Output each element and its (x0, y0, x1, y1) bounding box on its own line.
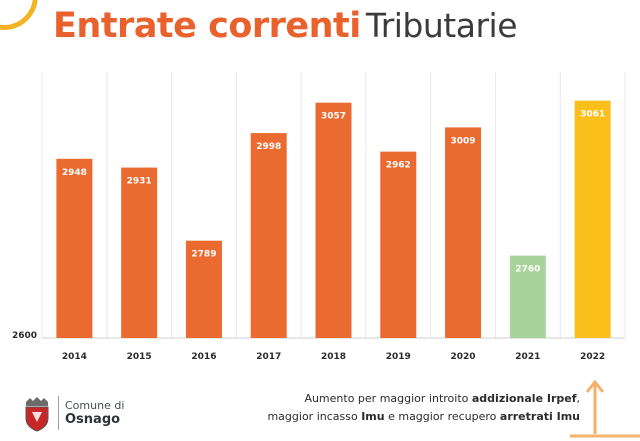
x-tick-label: 2014 (62, 352, 87, 362)
comune-logo: Comune di Osnago (22, 394, 124, 432)
bar-2015 (121, 167, 158, 338)
crest-icon (25, 397, 49, 432)
bar-value-label: 3057 (321, 112, 346, 122)
bar-value-label: 2998 (256, 142, 281, 152)
note-line1: Aumento per maggior introito addizionale… (267, 390, 580, 408)
title-bold: Entrate correnti (53, 6, 361, 46)
bar-value-label: 2760 (515, 265, 540, 275)
bar-2017 (250, 133, 287, 338)
logo-line1: Comune di (65, 399, 125, 412)
x-tick-label: 2020 (451, 352, 476, 362)
baseline-label: 2600 (12, 331, 37, 341)
logo-text: Comune di Osnago (65, 399, 124, 427)
note-line2-bold2: arretrati Imu (499, 410, 580, 423)
note-line1-bold: addizionale Irpef (471, 392, 577, 405)
page-title: Entrate correnti Tributarie (53, 2, 518, 56)
bar-2021 (509, 255, 546, 338)
note-line2-bold1: Imu (361, 410, 385, 423)
bar-value-label: 2948 (62, 168, 87, 178)
bar-2014 (56, 158, 93, 338)
note-line2: maggior incasso Imu e maggior recupero a… (267, 408, 580, 426)
note-line1-suffix: , (576, 392, 581, 405)
x-tick-label: 2016 (191, 352, 216, 362)
note-text: Aumento per maggior introito addizionale… (267, 390, 580, 426)
bar-2019 (380, 151, 417, 338)
x-tick-label: 2021 (515, 352, 540, 362)
arrow-icon (570, 379, 640, 438)
bar-value-label: 3009 (451, 136, 476, 146)
bar-value-label: 2962 (386, 161, 411, 171)
note-line2-prefix: maggior incasso (267, 410, 362, 423)
note-line2-mid: e maggior recupero (384, 410, 500, 423)
bar-value-label: 2931 (127, 177, 152, 187)
bar-2016 (185, 240, 222, 338)
bar-2020 (445, 127, 482, 338)
x-tick-label: 2019 (386, 352, 411, 362)
bar-2022 (574, 100, 611, 339)
x-tick-label: 2018 (321, 352, 346, 362)
x-tick-label: 2015 (127, 352, 152, 362)
logo-line2: Osnago (65, 412, 121, 427)
x-tick-label: 2022 (580, 352, 605, 362)
note-line1-prefix: Aumento per maggior introito (304, 392, 472, 405)
title-light: Tributarie (365, 6, 518, 45)
bar-2018 (315, 102, 352, 338)
logo-separator (58, 396, 59, 430)
bar-value-label: 3061 (580, 110, 605, 120)
bar-value-label: 2789 (191, 250, 216, 260)
x-tick-label: 2017 (256, 352, 281, 362)
